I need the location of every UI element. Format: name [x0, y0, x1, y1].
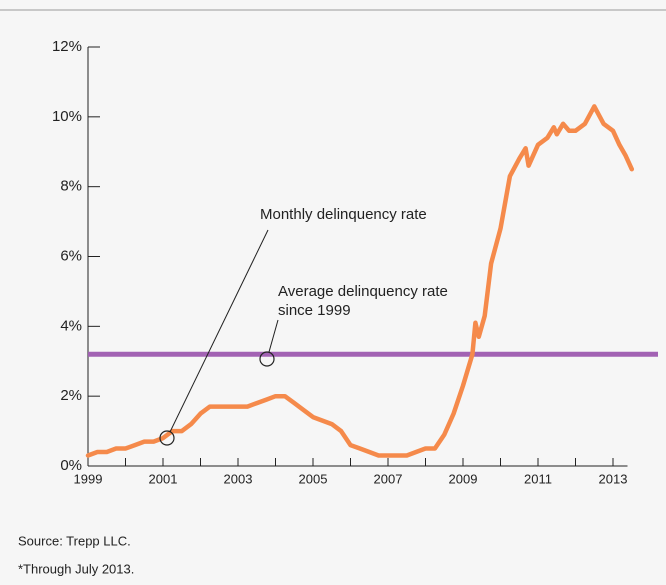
x-tick-label: 1999	[74, 471, 103, 486]
callout-circle	[259, 351, 275, 367]
y-tick-label: 12%	[52, 38, 82, 55]
y-tick-label: 2%	[60, 387, 82, 404]
leader-line	[268, 319, 279, 353]
data-line	[85, 104, 635, 458]
average-annotation: Average delinquency rate	[278, 283, 448, 300]
leader-line	[169, 229, 269, 433]
y-tick-label: 0%	[60, 457, 82, 474]
x-tick-label: 2003	[224, 471, 253, 486]
callout-circle	[159, 430, 175, 446]
average-annotation: since 1999	[278, 302, 351, 319]
x-tick-label: 2001	[149, 471, 178, 486]
x-tick-label: 2013	[599, 471, 628, 486]
x-tick-label: 2009	[449, 471, 478, 486]
source-note: Source: Trepp LLC.	[18, 533, 131, 548]
y-tick-label: 6%	[60, 247, 82, 264]
footnote: *Through July 2013.	[18, 561, 134, 576]
x-tick-label: 2011	[524, 471, 552, 486]
x-tick-label: 2007	[374, 471, 403, 486]
series-annotation: Monthly delinquency rate	[260, 206, 427, 223]
y-tick-label: 10%	[52, 108, 82, 125]
y-tick-label: 8%	[60, 178, 82, 195]
x-tick-label: 2005	[299, 471, 328, 486]
y-tick-label: 4%	[60, 317, 82, 334]
plot: 0% 2% 4% 6% 8% 10% 12% 1999 2001 2003 2005 2007 2009…	[52, 38, 658, 486]
